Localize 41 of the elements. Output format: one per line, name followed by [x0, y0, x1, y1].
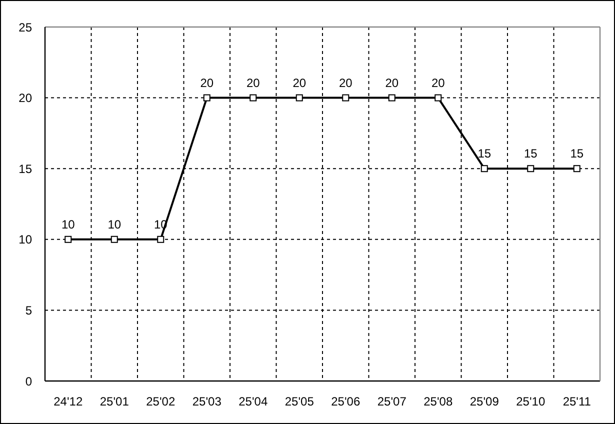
data-label: 20 [385, 76, 399, 90]
point [157, 236, 164, 243]
x-tick-label: 25'10 [516, 394, 546, 409]
data-label: 20 [338, 76, 353, 90]
y-tick-label: 10 [18, 232, 32, 247]
data-label: 15 [478, 146, 492, 161]
data-label: 15 [570, 146, 584, 161]
y-tick-label: 15 [18, 162, 32, 176]
point [64, 236, 72, 243]
x-tick-label: 25'08 [424, 394, 453, 409]
point [250, 94, 257, 102]
y-tick-label: 25 [18, 20, 32, 34]
data-label: 20 [431, 76, 446, 90]
data-label: 10 [61, 217, 76, 232]
x-tick-label: 25'03 [192, 394, 222, 409]
x-tick-label: 25'11 [562, 394, 592, 409]
point [434, 94, 442, 102]
x-tick-label: 25'01 [100, 394, 130, 409]
point [527, 165, 534, 172]
x-tick-label: 25'02 [146, 394, 176, 409]
point [110, 236, 118, 243]
point [342, 94, 350, 102]
point [203, 94, 210, 102]
x-tick-label: 25'06 [331, 394, 360, 409]
data-label: 20 [200, 76, 214, 90]
point [573, 165, 580, 172]
data-label: 20 [292, 76, 306, 90]
x-tick-label: 25'04 [238, 394, 268, 409]
y-tick-label: 0 [25, 374, 32, 388]
data-label: 20 [246, 76, 260, 90]
x-tick-label: 25'07 [377, 394, 407, 409]
y-tick-label: 20 [18, 91, 32, 106]
point [388, 94, 396, 102]
x-tick-label: 25'05 [284, 394, 314, 409]
x-tick-label: 25'09 [470, 394, 500, 409]
x-tick-label: 24'12 [54, 394, 83, 409]
point [296, 94, 303, 102]
point [480, 165, 488, 172]
data-label: 10 [108, 217, 122, 232]
y-tick-label: 5 [25, 303, 32, 318]
data-label: 15 [524, 146, 538, 161]
